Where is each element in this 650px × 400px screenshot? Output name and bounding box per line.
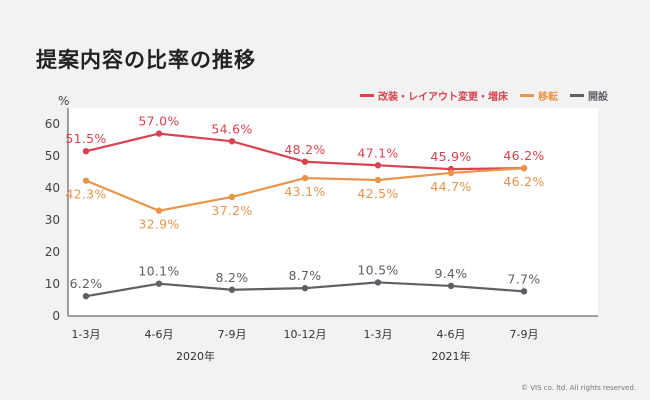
data-label: 54.6% [211,121,252,136]
data-point [520,288,528,295]
data-label: 44.7% [430,179,471,194]
legend: 改装・レイアウト変更・増床 移転 開設 [360,88,608,103]
y-tick-label: 10 [45,277,60,291]
data-label: 42.3% [65,187,106,202]
data-label: 9.4% [435,266,468,281]
data-label: 47.1% [357,145,398,160]
x-tick-label: 4-6月 [145,328,174,341]
data-point [155,280,163,287]
data-label: 8.2% [216,270,249,285]
data-point [301,284,309,292]
copyright: © VIS co. ltd. All rights reserved. [521,384,636,392]
data-point [82,148,90,155]
y-axis-unit: % [58,94,70,108]
legend-item-renovation: 改装・レイアウト変更・増床 [360,88,508,103]
legend-swatch-opening [570,94,584,97]
year-label: 2021年 [432,349,471,363]
data-point [374,176,382,184]
y-tick-label: 0 [52,309,60,323]
x-tick-label: 7-9月 [510,328,539,341]
legend-item-relocation: 移転 [520,88,558,103]
x-tick-label: 4-6月 [437,328,466,341]
data-label: 45.9% [430,149,471,164]
data-label: 57.0% [138,114,179,129]
data-point [155,207,163,214]
data-point [374,279,382,286]
legend-swatch-renovation [360,94,374,97]
data-label: 43.1% [284,184,325,199]
year-label: 2020年 [176,349,215,363]
data-point [228,193,236,201]
data-point [82,292,90,300]
y-tick-label: 30 [45,213,60,227]
legend-label-opening: 開設 [588,92,608,103]
legend-swatch-relocation [520,94,534,97]
data-label: 48.2% [284,142,325,157]
data-point [447,169,455,177]
chart-title: 提案内容の比率の推移 [36,48,256,72]
data-label: 6.2% [70,276,103,291]
data-point [520,164,528,172]
legend-label-relocation: 移転 [538,92,558,103]
data-label: 8.7% [289,268,322,283]
data-label: 51.5% [65,131,106,146]
y-tick-label: 50 [45,149,60,163]
data-label: 46.2% [503,174,544,189]
data-label: 37.2% [211,203,252,218]
data-point [228,138,236,145]
data-label: 10.1% [138,264,179,279]
data-point [301,174,309,182]
legend-item-opening: 開設 [570,88,608,103]
x-tick-label: 1-3月 [72,328,101,341]
data-label: 32.9% [138,217,179,232]
y-tick-label: 40 [45,181,60,195]
data-point [82,177,90,184]
data-label: 46.2% [503,148,544,163]
data-point [301,158,309,165]
data-label: 7.7% [508,271,541,286]
legend-label-renovation: 改装・レイアウト変更・増床 [378,92,508,103]
data-point [228,286,236,293]
y-tick-label: 60 [45,117,60,131]
data-point [155,130,163,137]
data-point [374,162,382,169]
x-tick-label: 1-3月 [364,328,393,341]
data-point [447,282,455,290]
y-tick-label: 20 [45,245,60,259]
data-label: 10.5% [357,262,398,277]
data-label: 42.5% [357,186,398,201]
x-tick-label: 7-9月 [218,328,247,341]
x-tick-label: 10-12月 [284,328,327,341]
